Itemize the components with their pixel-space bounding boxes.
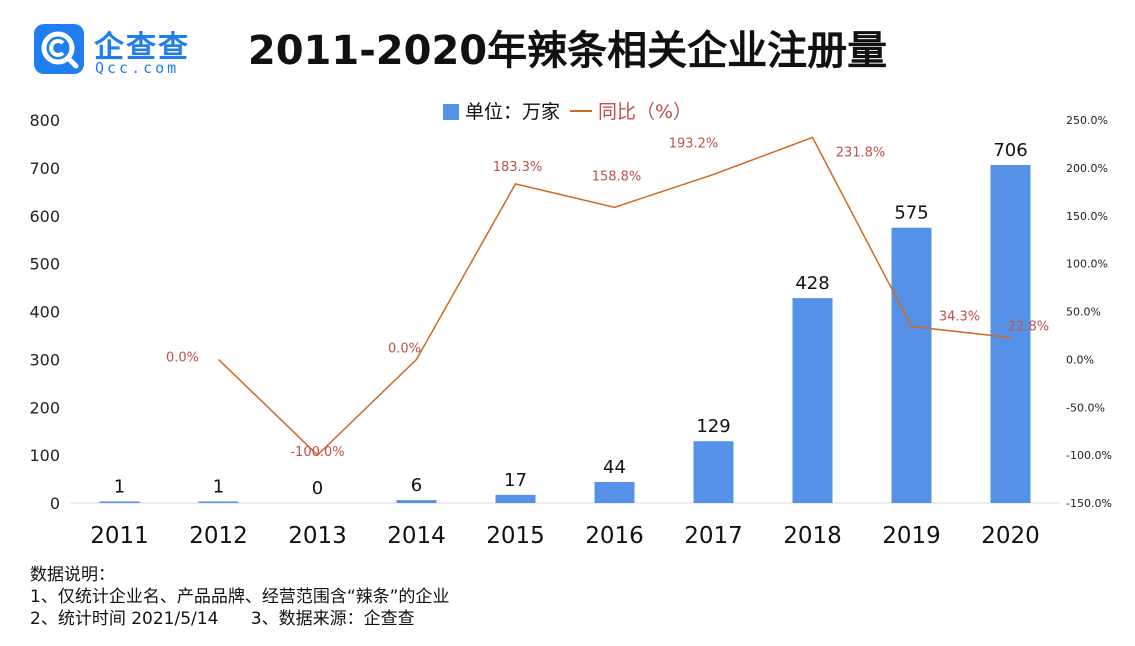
bar-data-label: 706	[993, 140, 1027, 161]
line-data-label: -100.0%	[290, 445, 344, 460]
bar-data-label: 44	[603, 457, 626, 478]
y-left-tick-label: 0	[50, 494, 60, 513]
line-data-label: 0.0%	[388, 341, 421, 356]
x-tick-label: 2011	[90, 523, 149, 549]
y-right-tick-label: 200.0%	[1066, 162, 1108, 175]
y-right-tick-label: -100.0%	[1066, 449, 1112, 462]
y-left-tick-label: 600	[29, 207, 60, 226]
bar-data-label: 129	[696, 416, 730, 437]
y-right-tick-label: 50.0%	[1066, 306, 1101, 319]
x-tick-label: 2012	[189, 523, 248, 549]
y-left-tick-label: 700	[29, 159, 60, 178]
x-tick-label: 2015	[486, 523, 545, 549]
x-tick-label: 2020	[981, 523, 1040, 549]
x-tick-label: 2018	[783, 523, 842, 549]
notes-line-2: 2、统计时间 2021/5/14 3、数据来源：企查查	[30, 608, 449, 630]
x-tick-label: 2019	[882, 523, 941, 549]
x-tick-label: 2017	[684, 523, 743, 549]
bar-data-label: 428	[795, 273, 829, 294]
x-tick-label: 2013	[288, 523, 347, 549]
bar	[199, 502, 239, 504]
y-left-tick-label: 100	[29, 446, 60, 465]
line-data-label: 183.3%	[493, 160, 543, 175]
bar-data-label: 17	[504, 470, 527, 491]
bar	[694, 441, 734, 503]
y-left-tick-label: 400	[29, 303, 60, 322]
y-left-tick-label: 300	[29, 350, 60, 369]
y-left-tick-label: 800	[29, 111, 60, 130]
line-data-label: 0.0%	[166, 350, 199, 365]
bar	[595, 482, 635, 503]
notes-line-1: 1、仅统计企业名、产品品牌、经营范围含“辣条”的企业	[30, 586, 449, 608]
y-right-tick-label: -50.0%	[1066, 401, 1105, 414]
bar	[100, 502, 140, 504]
line-data-label: 158.8%	[592, 169, 642, 184]
line-data-label: 34.3%	[939, 310, 980, 325]
y-right-tick-label: 0.0%	[1066, 353, 1094, 366]
bar	[397, 500, 437, 503]
y-right-tick-label: 100.0%	[1066, 258, 1108, 271]
y-right-tick-label: -150.0%	[1066, 497, 1112, 510]
line-data-label: 22.8%	[1008, 320, 1049, 335]
bar-data-label: 1	[114, 477, 125, 498]
bar	[496, 495, 536, 503]
bar	[793, 298, 833, 503]
y-left-tick-label: 200	[29, 398, 60, 417]
bar-data-label: 6	[411, 475, 422, 496]
y-right-tick-label: 250.0%	[1066, 114, 1108, 127]
bar	[892, 228, 932, 503]
x-tick-label: 2014	[387, 523, 446, 549]
data-notes: 数据说明： 1、仅统计企业名、产品品牌、经营范围含“辣条”的企业 2、统计时间 …	[30, 564, 449, 630]
notes-heading: 数据说明：	[30, 564, 449, 586]
bar-data-label: 575	[894, 203, 928, 224]
line-data-label: 193.2%	[669, 136, 719, 151]
bar-data-label: 0	[312, 478, 323, 499]
bar-data-label: 1	[213, 477, 224, 498]
line-data-label: 231.8%	[836, 145, 886, 160]
x-tick-label: 2016	[585, 523, 644, 549]
y-right-tick-label: 150.0%	[1066, 210, 1108, 223]
y-left-tick-label: 500	[29, 255, 60, 274]
